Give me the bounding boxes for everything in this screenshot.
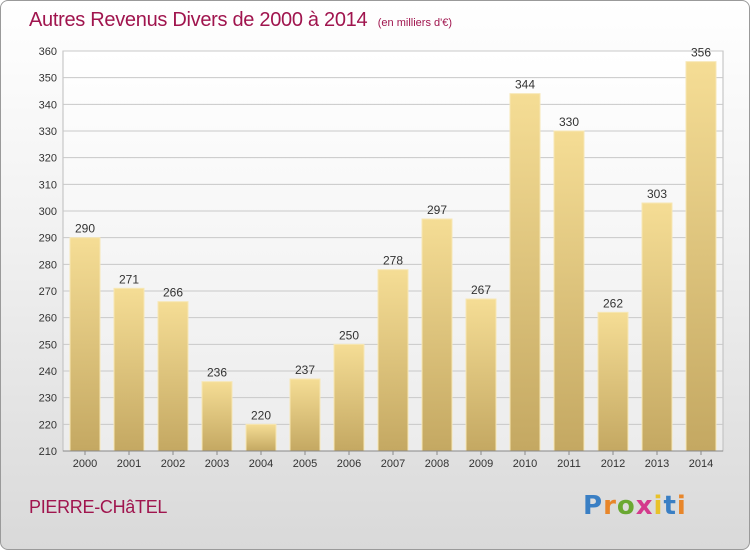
chart-subtitle: (en milliers d'€) — [377, 17, 452, 29]
bar — [641, 202, 673, 452]
y-tick-label: 260 — [39, 313, 57, 325]
y-tick-label: 210 — [39, 446, 57, 458]
y-tick-label: 330 — [39, 126, 57, 138]
x-tick-label: 2000 — [73, 458, 97, 470]
bar — [69, 237, 101, 452]
y-tick-label: 280 — [39, 259, 57, 271]
bar-value-label: 250 — [339, 328, 359, 342]
y-tick-label: 360 — [39, 46, 57, 58]
x-tick-label: 2002 — [161, 458, 185, 470]
bar — [553, 130, 585, 452]
y-tick-label: 340 — [39, 99, 57, 111]
x-tick-label: 2007 — [381, 458, 405, 470]
y-tick-label: 270 — [39, 286, 57, 298]
logo-letter: i — [653, 491, 664, 521]
bar-value-label: 303 — [647, 187, 667, 201]
bar — [157, 301, 189, 452]
bar-value-label: 278 — [383, 254, 403, 268]
x-tick-label: 2001 — [117, 458, 141, 470]
x-tick-label: 2005 — [293, 458, 317, 470]
bar — [465, 298, 497, 452]
x-tick-label: 2003 — [205, 458, 229, 470]
y-tick-label: 230 — [39, 393, 57, 405]
y-tick-label: 310 — [39, 179, 57, 191]
logo-letter: x — [635, 491, 654, 521]
bar — [509, 93, 541, 452]
y-tick-label: 290 — [39, 233, 57, 245]
logo-letter: i — [676, 491, 687, 521]
x-tick-label: 2013 — [645, 458, 669, 470]
commune-name: PIERRE-CHâTEL — [29, 497, 168, 517]
bar — [377, 269, 409, 452]
bar — [245, 423, 277, 452]
bar-value-label: 220 — [251, 408, 271, 422]
logo-letter: r — [603, 491, 617, 521]
logo-letter: o — [616, 491, 636, 521]
x-tick-label: 2008 — [425, 458, 449, 470]
bar-value-label: 297 — [427, 203, 447, 217]
x-tick-label: 2006 — [337, 458, 361, 470]
bar — [685, 61, 717, 452]
bar — [333, 343, 365, 452]
y-tick-label: 220 — [39, 419, 57, 431]
bar-value-label: 267 — [471, 283, 491, 297]
logo-letter: P — [583, 491, 604, 521]
bar-value-label: 290 — [75, 222, 95, 236]
logo-letter: t — [663, 491, 677, 521]
bar-value-label: 236 — [207, 366, 227, 380]
bar-value-label: 271 — [119, 272, 139, 286]
bar-value-label: 330 — [559, 115, 579, 129]
bar-value-label: 356 — [691, 46, 711, 60]
x-tick-label: 2004 — [249, 458, 273, 470]
bar — [289, 378, 321, 452]
y-tick-label: 350 — [39, 73, 57, 85]
bar — [421, 218, 453, 452]
chart-title-block: Autres Revenus Divers de 2000 à 2014 (en… — [29, 9, 452, 32]
bar — [113, 287, 145, 452]
x-tick-label: 2009 — [469, 458, 493, 470]
y-tick-label: 300 — [39, 206, 57, 218]
bar-value-label: 262 — [603, 296, 623, 310]
bar — [201, 381, 233, 452]
x-tick-label: 2010 — [513, 458, 537, 470]
bar-value-label: 344 — [515, 78, 535, 92]
proxiti-logo: Proxiti — [583, 491, 687, 521]
chart-title: Autres Revenus Divers de 2000 à 2014 — [29, 9, 368, 31]
x-tick-label: 2012 — [601, 458, 625, 470]
y-tick-label: 240 — [39, 366, 57, 378]
y-tick-label: 250 — [39, 339, 57, 351]
bar-value-label: 266 — [163, 286, 183, 300]
y-tick-label: 320 — [39, 153, 57, 165]
bar — [597, 311, 629, 452]
x-tick-label: 2014 — [689, 458, 713, 470]
bar-value-label: 237 — [295, 363, 315, 377]
x-tick-label: 2011 — [557, 458, 581, 470]
